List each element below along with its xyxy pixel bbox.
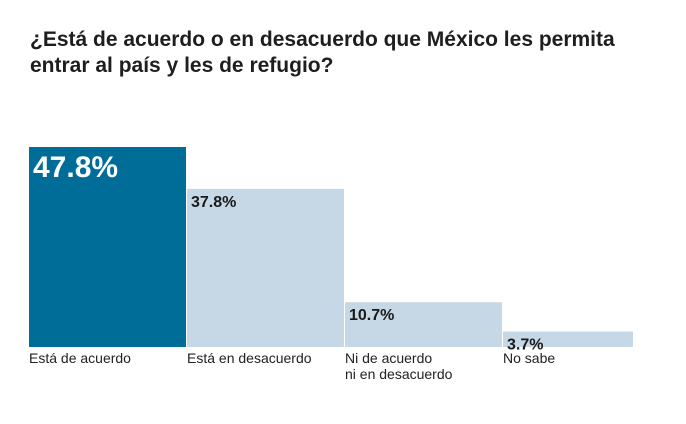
value-label-4: 3.7% [507, 337, 543, 354]
bar-4 [503, 331, 633, 347]
bar-1 [29, 147, 186, 347]
value-label-3: 10.7% [349, 307, 394, 324]
value-label-2: 37.8% [191, 194, 236, 211]
category-label-3: Ni de acuerdo ni en desacuerdo [345, 350, 453, 382]
category-label-4: No sabe [503, 350, 555, 366]
value-label-1: 47.8% [33, 151, 118, 184]
bar-3 [345, 302, 502, 347]
bar-2 [187, 188, 344, 347]
chart-title: ¿Está de acuerdo o en desacuerdo que Méx… [30, 28, 615, 77]
category-label-1: Está de acuerdo [29, 350, 131, 366]
category-label-2: Está en desacuerdo [187, 350, 312, 366]
